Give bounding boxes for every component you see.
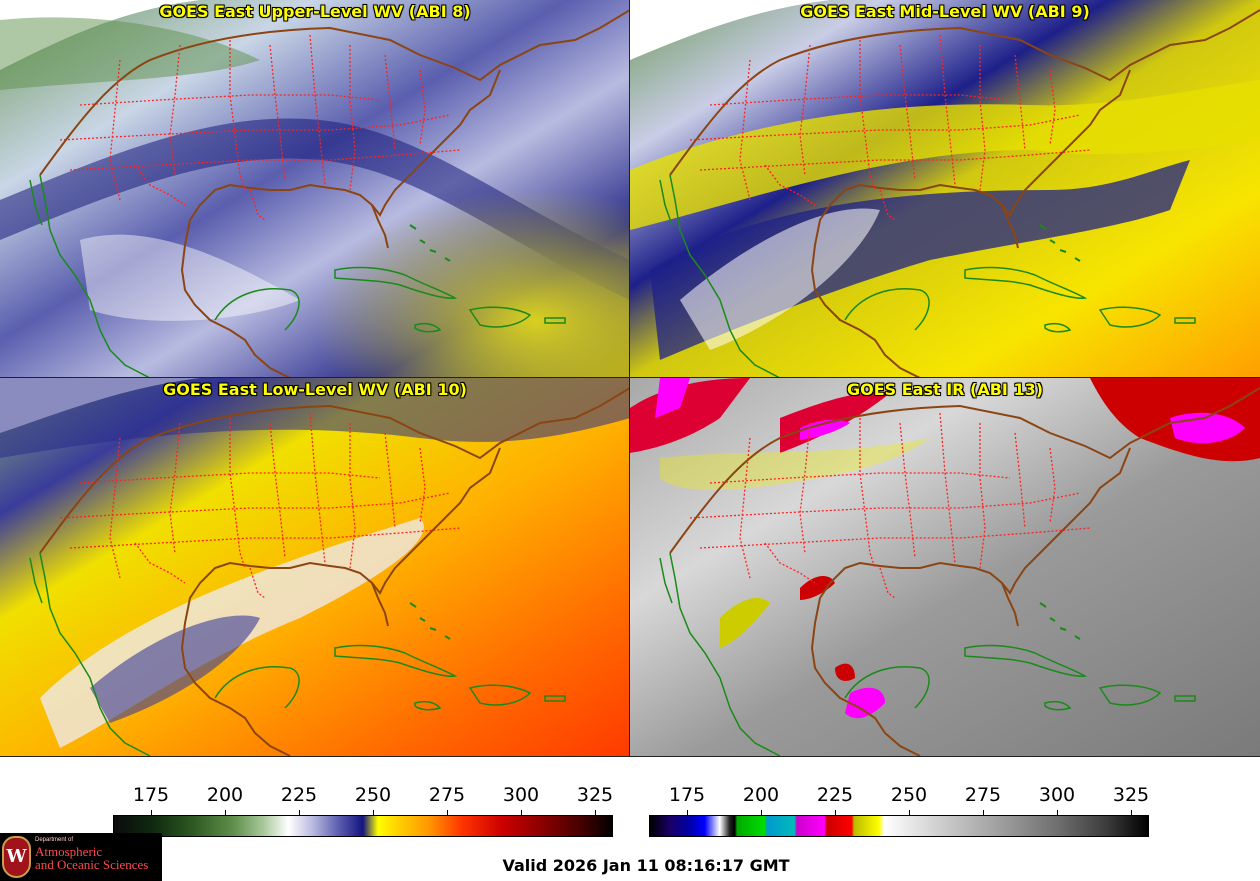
ir-colorbar bbox=[649, 815, 1149, 837]
ir-tick-label: 275 bbox=[964, 784, 1002, 806]
ir-image bbox=[630, 378, 1260, 756]
panel-title: GOES East Upper-Level WV (ABI 8) bbox=[159, 2, 471, 21]
ir-tick-mark bbox=[687, 810, 688, 815]
wv-tick-label: 325 bbox=[576, 784, 614, 806]
panel-title: GOES East Mid-Level WV (ABI 9) bbox=[800, 2, 1090, 21]
valid-time: Valid 2026 Jan 11 08:16:17 GMT bbox=[502, 856, 790, 875]
wv-tick-label: 275 bbox=[428, 784, 466, 806]
wv-tick-mark bbox=[447, 810, 448, 815]
ir-tick-label: 300 bbox=[1038, 784, 1076, 806]
wv-tick-label: 200 bbox=[206, 784, 244, 806]
ir-tick-label: 200 bbox=[742, 784, 780, 806]
ir-tick-label: 250 bbox=[890, 784, 928, 806]
ir-tick-mark bbox=[1131, 810, 1132, 815]
wv-tick-label: 250 bbox=[354, 784, 392, 806]
panel-ir: GOES East IR (ABI 13) bbox=[630, 378, 1260, 756]
wv-tick-label: 300 bbox=[502, 784, 540, 806]
uw-seal-icon: W bbox=[2, 836, 31, 878]
wv-tick-mark bbox=[299, 810, 300, 815]
wv-tick-mark bbox=[373, 810, 374, 815]
panel-low-level-wv: GOES East Low-Level WV (ABI 10) bbox=[0, 378, 630, 756]
wv-tick-mark bbox=[595, 810, 596, 815]
wv-tick-mark bbox=[225, 810, 226, 815]
ir-tick-mark bbox=[1057, 810, 1058, 815]
wv-tick-mark bbox=[151, 810, 152, 815]
vertical-divider bbox=[629, 0, 630, 757]
panel-title: GOES East Low-Level WV (ABI 10) bbox=[163, 380, 467, 399]
wv-tick-label: 225 bbox=[280, 784, 318, 806]
wv-tick-label: 175 bbox=[132, 784, 170, 806]
aos-logo: W Department of Atmospheric and Oceanic … bbox=[0, 833, 162, 881]
logo-line2: and Oceanic Sciences bbox=[35, 857, 149, 872]
ir-tick-mark bbox=[983, 810, 984, 815]
logo-line1: Atmospheric bbox=[35, 844, 103, 859]
horizontal-divider bbox=[0, 377, 1260, 378]
panel-upper-level-wv: GOES East Upper-Level WV (ABI 8) bbox=[0, 0, 630, 378]
low-level-wv-image bbox=[0, 378, 630, 756]
ir-tick-mark bbox=[909, 810, 910, 815]
upper-level-wv-image bbox=[0, 0, 630, 378]
ir-tick-label: 325 bbox=[1112, 784, 1150, 806]
ir-tick-label: 225 bbox=[816, 784, 854, 806]
wv-tick-mark bbox=[521, 810, 522, 815]
panel-mid-level-wv: GOES East Mid-Level WV (ABI 9) bbox=[630, 0, 1260, 378]
logo-department-text: Department of bbox=[35, 837, 74, 843]
panel-bottom-border bbox=[0, 756, 1260, 757]
panel-title: GOES East IR (ABI 13) bbox=[846, 380, 1044, 399]
ir-tick-label: 175 bbox=[668, 784, 706, 806]
mid-level-wv-image bbox=[630, 0, 1260, 378]
ir-tick-mark bbox=[761, 810, 762, 815]
ir-tick-mark bbox=[835, 810, 836, 815]
water-vapor-colorbar bbox=[113, 815, 613, 837]
